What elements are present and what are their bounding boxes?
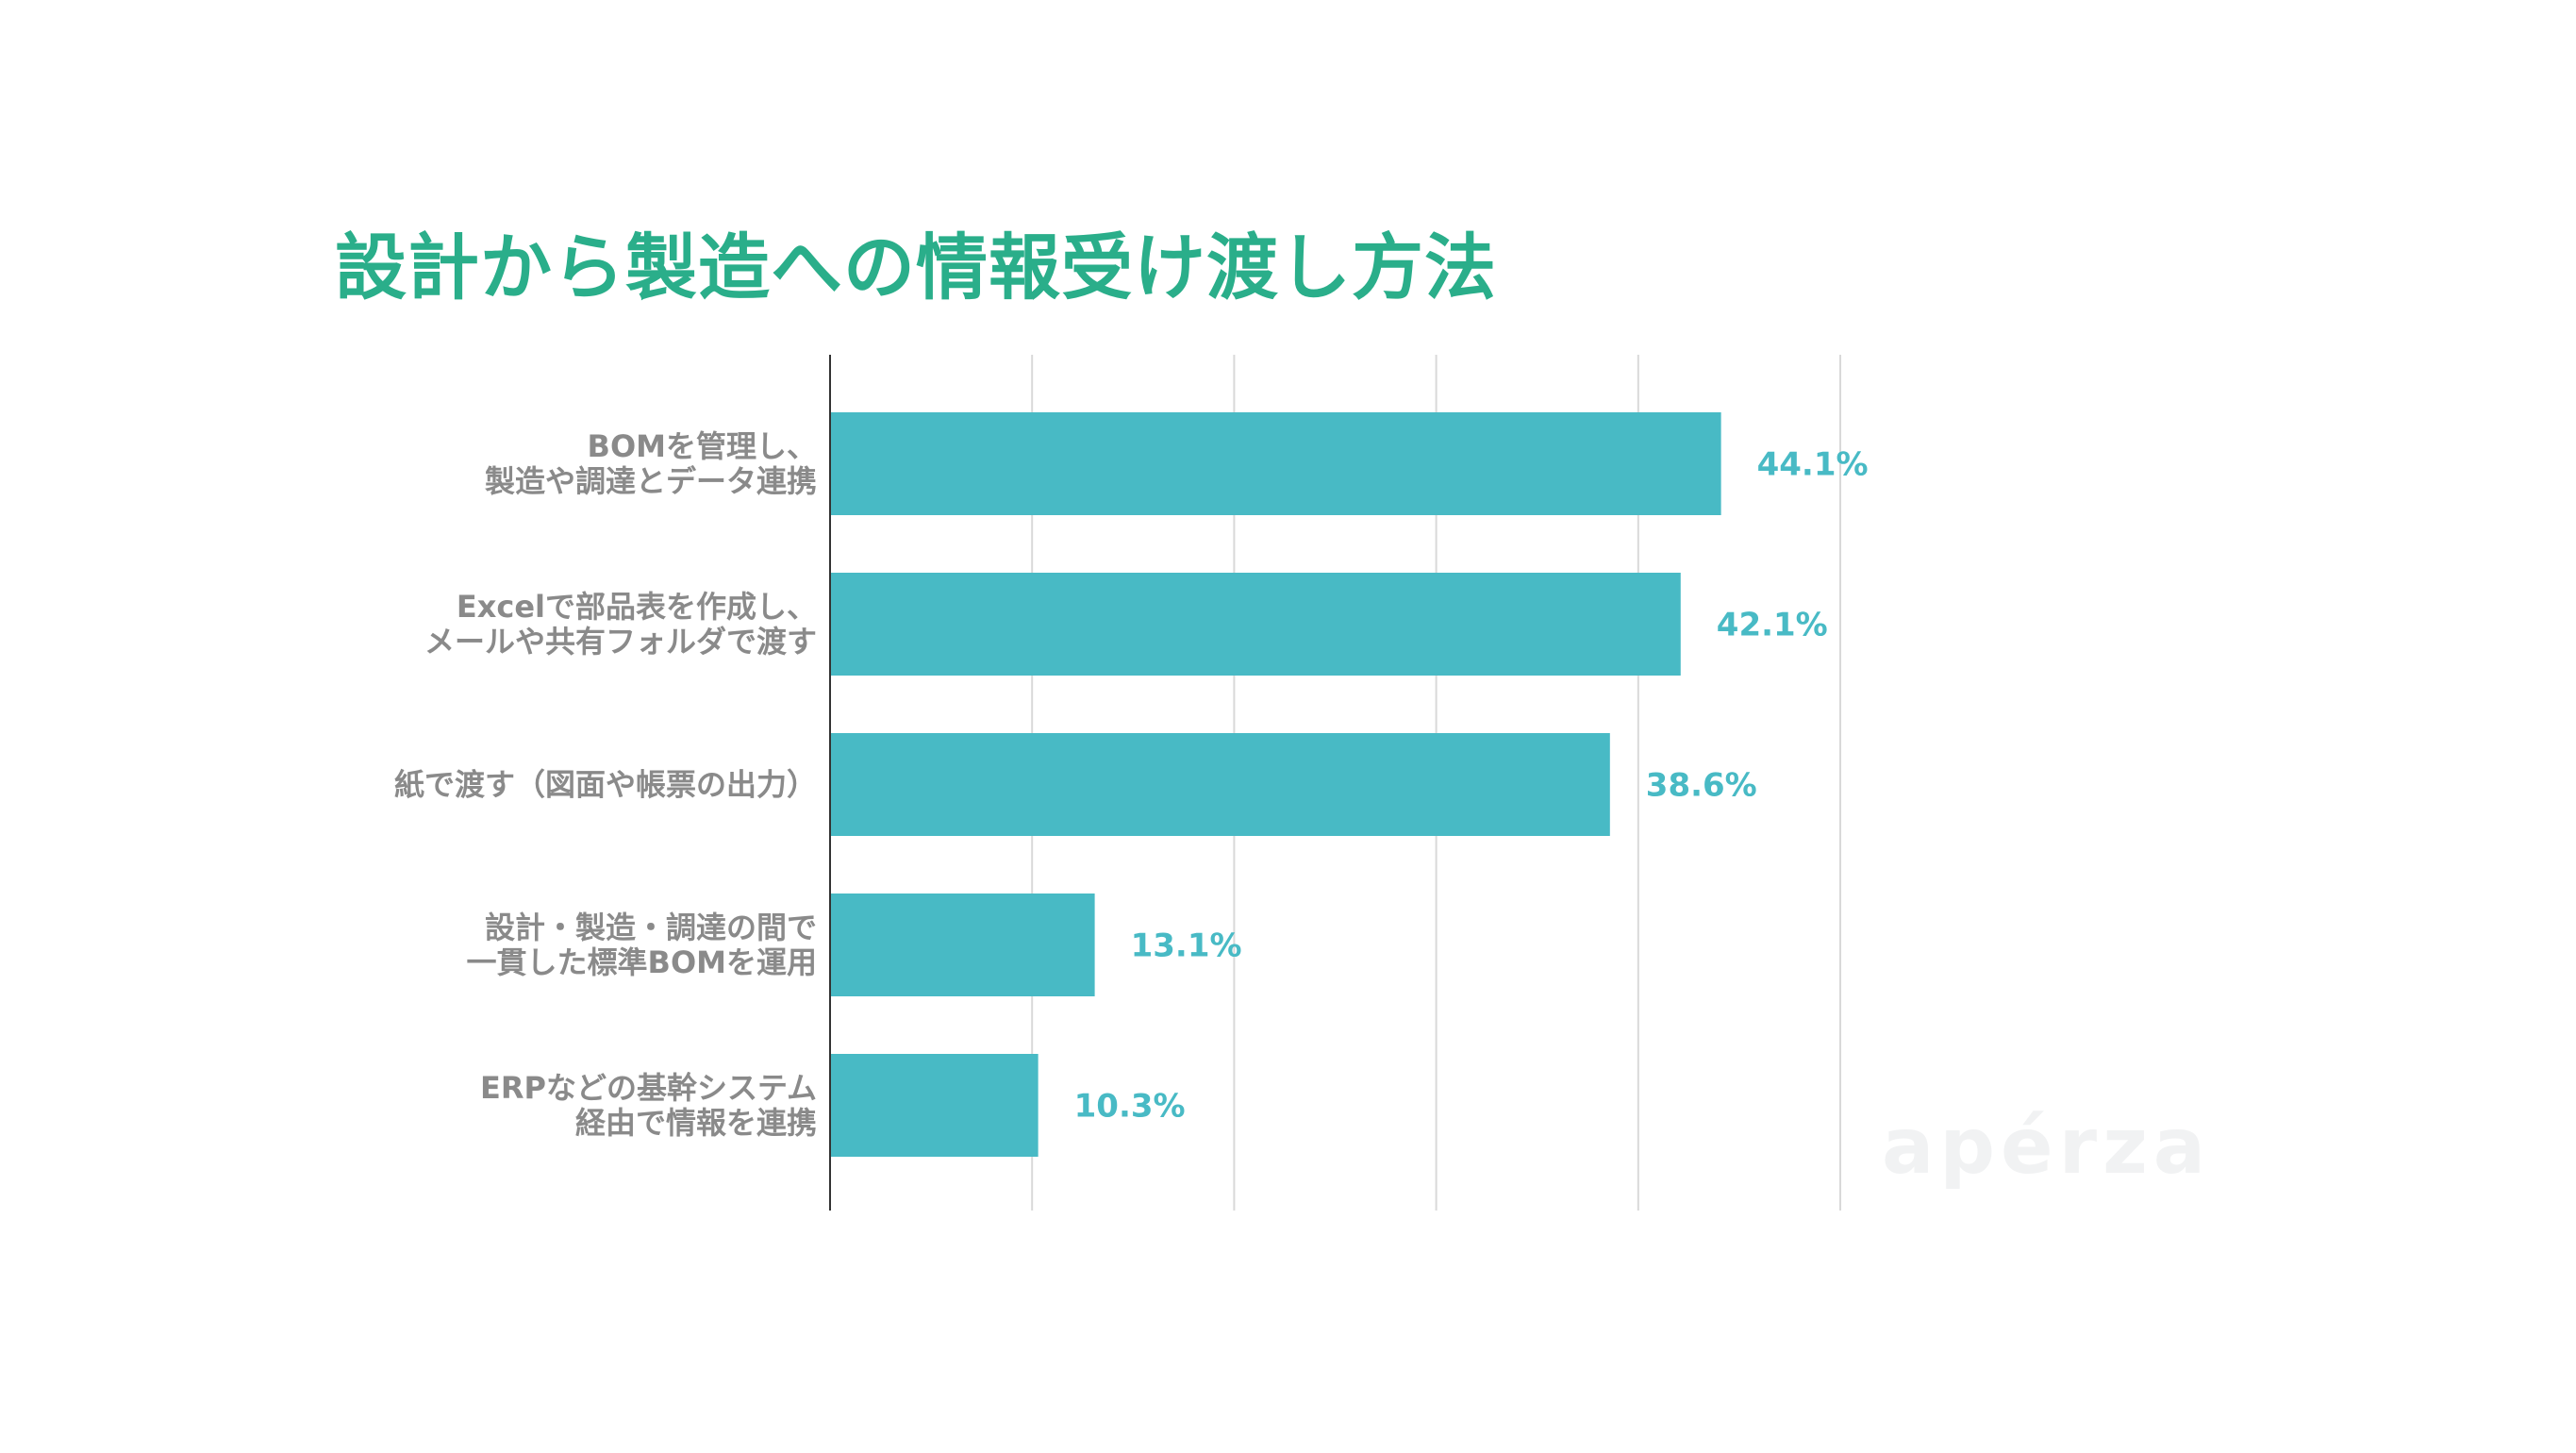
- value-label-1: 44.1%: [1757, 446, 1869, 484]
- value-label-3: 38.6%: [1646, 767, 1757, 805]
- category-label-3-line-1: 紙で渡す（図面や帳票の出力）: [394, 767, 817, 803]
- bars: [830, 412, 1721, 1157]
- value-label-4: 13.1%: [1131, 927, 1242, 965]
- category-label-2-line-2: メールや共有フォルダで渡す: [424, 624, 817, 660]
- category-label-2-line-1: Excelで部品表を作成し、: [457, 589, 817, 625]
- category-label-5-line-2: 経由で情報を連携: [575, 1105, 817, 1141]
- category-label-4-line-1: 設計・製造・調達の間で: [485, 910, 817, 945]
- category-label-1-line-2: 製造や調達とデータ連携: [485, 463, 817, 499]
- value-label-5: 10.3%: [1074, 1088, 1186, 1126]
- category-label-1-line-1: BOMを管理し、: [588, 428, 817, 464]
- labels: 44.1% BOMを管理し、製造や調達とデータ連携 42.1% Excelで部品表を作…: [394, 428, 1869, 1141]
- category-label-4-line-2: 一貫した標準BOMを運用: [467, 944, 817, 980]
- aperza-watermark-logo: apérza: [1882, 1102, 2212, 1192]
- bar-3: [830, 733, 1610, 836]
- bar-5: [830, 1054, 1039, 1157]
- value-label-2: 42.1%: [1717, 607, 1828, 644]
- bar-1: [830, 412, 1721, 515]
- chart-title: 設計から製造への情報受け渡し方法: [335, 225, 1497, 309]
- category-label-5-line-1: ERPなどの基幹システム: [480, 1070, 817, 1106]
- bar-4: [830, 894, 1095, 996]
- bar-2: [830, 573, 1681, 676]
